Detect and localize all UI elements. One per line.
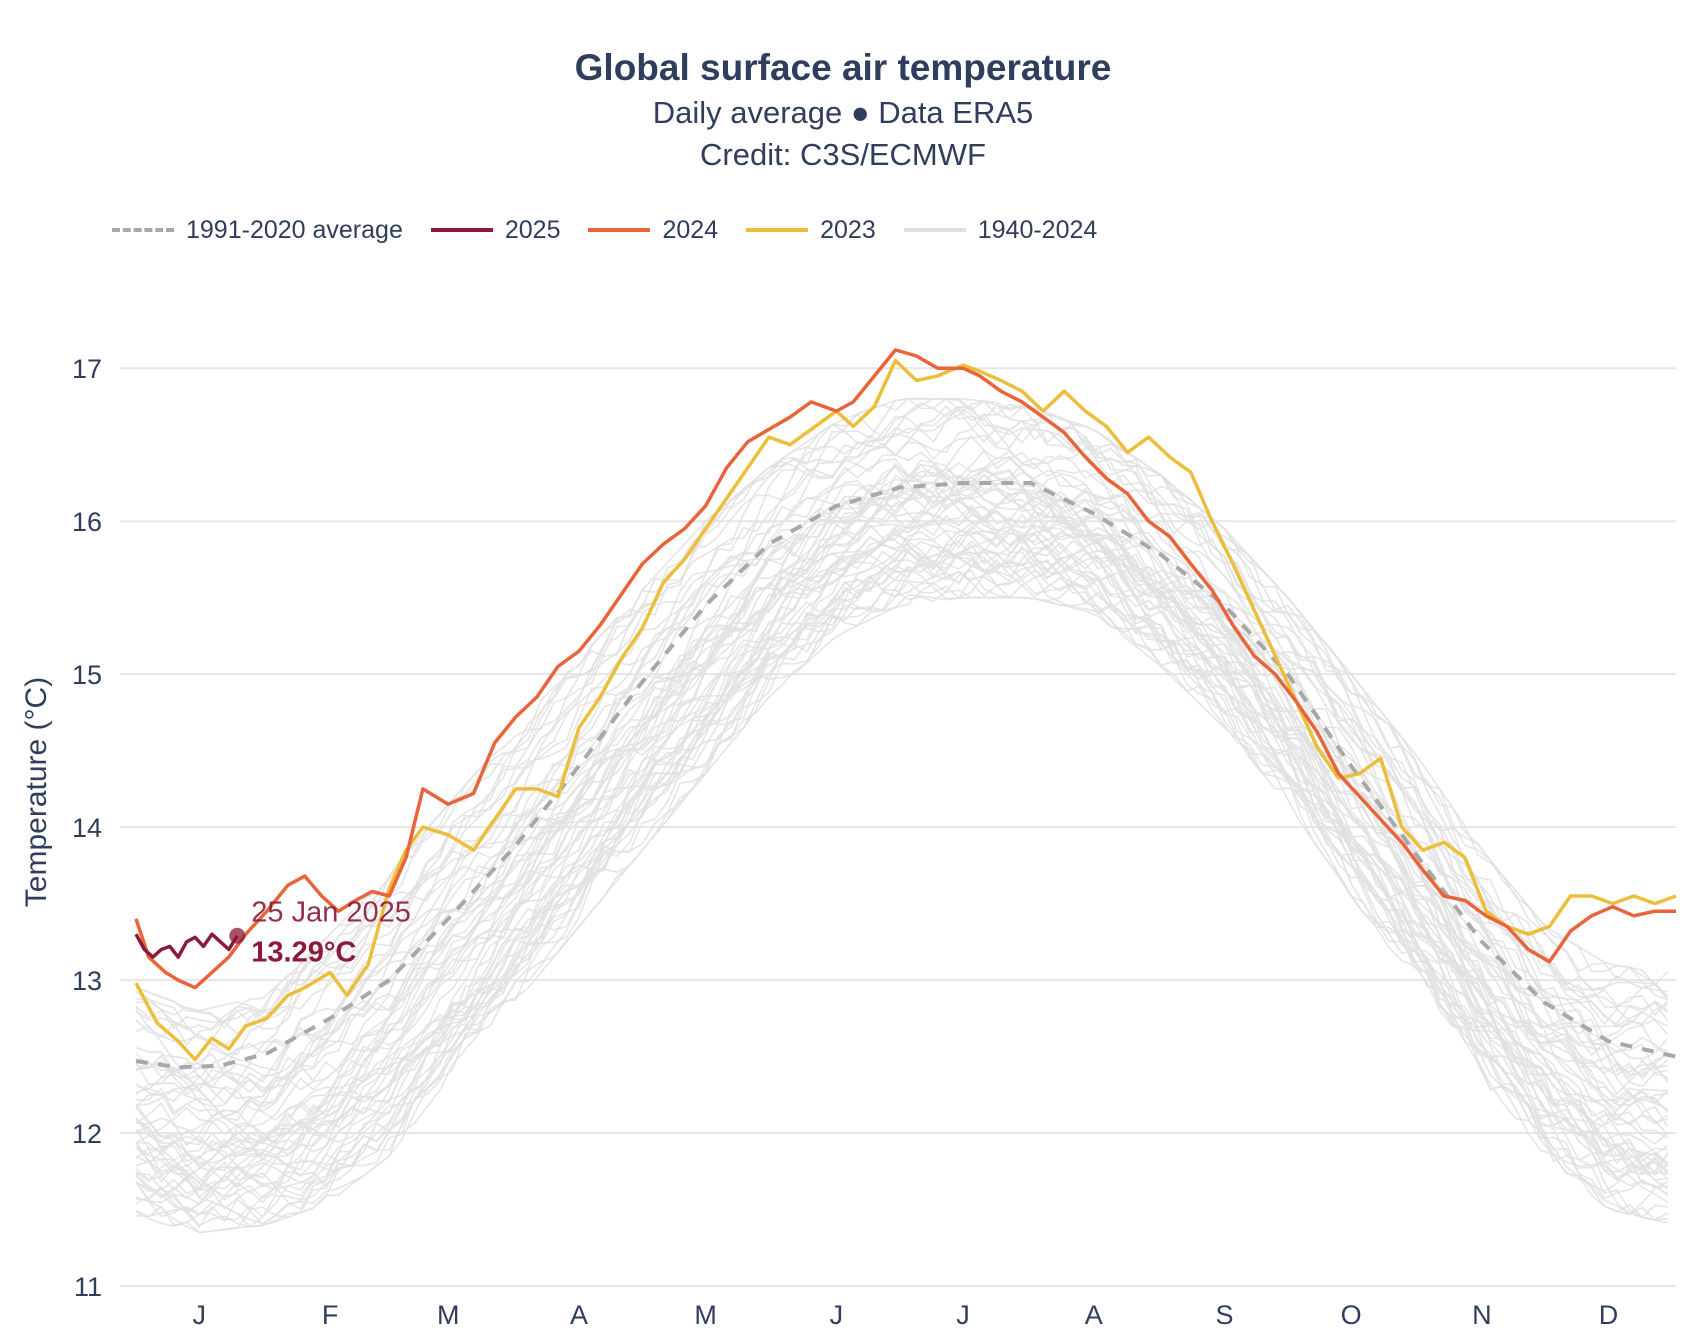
x-tick-label: J	[956, 1300, 970, 1330]
historical-line	[135, 554, 1668, 1197]
historical-line	[135, 533, 1668, 1197]
x-tick-label: J	[830, 1300, 844, 1330]
title-block: Global surface air temperature Daily ave…	[0, 44, 1686, 176]
historical-line	[135, 432, 1669, 1078]
x-tick-label: J	[193, 1300, 207, 1330]
y-tick-label: 14	[72, 813, 102, 843]
chart-credit: Credit: C3S/ECMWF	[700, 137, 986, 172]
historical-line	[135, 456, 1669, 1108]
historical-line	[135, 400, 1669, 1056]
series-layer	[134, 348, 1677, 1234]
historical-line	[135, 495, 1669, 1153]
x-tick-label: O	[1341, 1300, 1362, 1330]
x-tick-label: F	[322, 1300, 339, 1330]
historical-line	[135, 461, 1668, 1145]
historical-line	[135, 481, 1669, 1159]
historical-line	[135, 434, 1668, 1081]
annotation-layer: 25 Jan 2025 13.29°C	[229, 897, 411, 969]
legend-swatch-2025	[430, 228, 493, 232]
legend-item-1940-2024[interactable]: 1940-2024	[903, 215, 1098, 245]
y-axis-ticks: 11 12 13 14 15 16 17	[72, 354, 102, 1302]
y-tick-label: 16	[72, 507, 102, 537]
y-tick-label: 15	[72, 660, 102, 690]
legend-item-2025[interactable]: 2025	[430, 215, 561, 245]
legend-label-2024: 2024	[662, 215, 719, 244]
legend-label-2025: 2025	[504, 215, 561, 244]
x-tick-label: A	[570, 1300, 588, 1330]
historical-line	[135, 492, 1668, 1153]
historical-line	[135, 397, 1669, 1041]
historical-line	[135, 537, 1669, 1172]
x-tick-label: D	[1599, 1300, 1619, 1330]
historical-line	[135, 474, 1669, 1136]
historical-line	[135, 398, 1669, 1030]
historical-line	[135, 465, 1668, 1104]
legend-label-2023: 2023	[820, 215, 876, 244]
x-tick-label: A	[1085, 1300, 1103, 1330]
series-2025-line	[134, 932, 239, 959]
legend-swatch-1940-2024	[903, 228, 966, 232]
series-2023-line	[134, 358, 1677, 1062]
historical-line	[135, 540, 1669, 1206]
historical-line	[135, 443, 1669, 1122]
annotation-marker	[229, 927, 246, 944]
average-line	[135, 481, 1677, 1070]
x-tick-label: M	[694, 1300, 717, 1330]
historical-line	[135, 569, 1668, 1234]
legend-label-average: 1991-2020 average	[186, 215, 403, 244]
legend-swatch-average	[112, 228, 174, 232]
historical-line	[135, 559, 1668, 1234]
y-tick-label: 17	[72, 354, 102, 384]
legend: 1991-2020 average 2025 2024 2023 1940-20…	[112, 214, 1125, 246]
chart-subtitle: Daily average ● Data ERA5	[652, 95, 1034, 130]
historical-line	[135, 465, 1668, 1106]
historical-line	[135, 558, 1669, 1229]
historical-line	[135, 469, 1669, 1135]
x-tick-label: S	[1216, 1300, 1234, 1330]
legend-item-average[interactable]: 1991-2020 average	[112, 216, 403, 245]
y-tick-label: 12	[72, 1119, 102, 1149]
historical-line	[135, 525, 1668, 1185]
series-2024-line	[134, 348, 1676, 990]
historical-line	[135, 398, 1669, 1047]
legend-item-2024[interactable]: 2024	[588, 216, 718, 245]
y-tick-label: 11	[74, 1272, 102, 1302]
legend-swatch-2024	[588, 228, 651, 232]
y-tick-label: 13	[72, 966, 102, 996]
legend-item-2023[interactable]: 2023	[746, 216, 876, 245]
historical-line	[135, 546, 1669, 1228]
historical-line	[135, 582, 1669, 1215]
x-tick-label: M	[437, 1300, 460, 1330]
x-tick-label: N	[1472, 1300, 1492, 1330]
historical-line	[135, 493, 1669, 1118]
historical-lines-group	[135, 397, 1669, 1234]
annotation-date: 25 Jan 2025	[251, 897, 411, 929]
historical-line	[135, 533, 1669, 1225]
legend-swatch-2023	[746, 228, 809, 232]
historical-line	[135, 474, 1669, 1092]
legend-label-1940-2024: 1940-2024	[977, 215, 1098, 244]
historical-line	[135, 524, 1668, 1182]
chart-title: Global surface air temperature	[574, 47, 1112, 88]
y-axis-label: Temperature (°C)	[20, 677, 53, 907]
historical-line	[135, 405, 1668, 1035]
annotation-value: 13.29°C	[251, 937, 356, 969]
historical-line	[135, 535, 1668, 1224]
